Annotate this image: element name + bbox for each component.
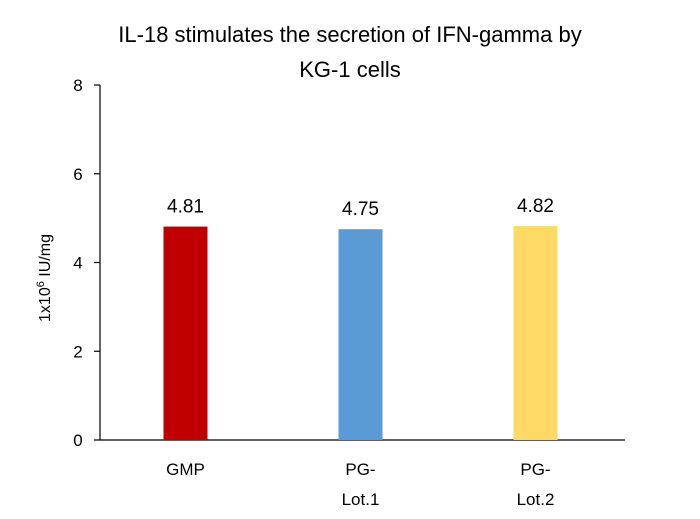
bar-pg-lot-1 [338, 229, 383, 440]
x-category-label-line: Lot.1 [342, 490, 380, 509]
data-labels: 4.81 4.75 4.82 [167, 196, 554, 220]
data-label: 4.82 [517, 196, 554, 217]
y-axis-ticks: 0 2 4 6 8 [73, 76, 100, 450]
bar-pg-lot-2 [513, 226, 558, 440]
y-tick-label: 2 [73, 342, 82, 361]
data-label: 4.75 [342, 199, 379, 220]
y-axis-label: 1x106 IU/mg [35, 234, 54, 322]
y-axis-label-base: 1x10 [37, 287, 54, 322]
x-axis-labels: GMP PG- Lot.1 PG- Lot.2 [166, 460, 554, 509]
y-tick-label: 8 [73, 76, 82, 95]
chart-title-line-2: KG-1 cells [299, 57, 400, 82]
chart-title-line-1: IL-18 stimulates the secretion of IFN-ga… [118, 22, 581, 47]
y-axis-label-text: 1x106 IU/mg [35, 234, 54, 322]
x-category-label-line: Lot.2 [517, 490, 555, 509]
bar-gmp [163, 226, 208, 440]
x-category-label-line: PG- [520, 460, 550, 479]
bars [163, 226, 558, 440]
x-category-label-line: PG- [345, 460, 375, 479]
y-tick-label: 6 [73, 165, 82, 184]
x-category-label: PG- Lot.2 [517, 460, 555, 509]
data-label: 4.81 [167, 197, 204, 218]
y-tick-label: 4 [73, 254, 82, 273]
y-axis-label-unit: IU/mg [37, 234, 54, 281]
x-category-label-line: GMP [166, 460, 205, 479]
y-tick-label: 0 [73, 431, 82, 450]
chart-title: IL-18 stimulates the secretion of IFN-ga… [118, 22, 581, 82]
y-axis-label-superscript: 6 [35, 281, 47, 287]
x-category-label: GMP [166, 460, 205, 479]
x-category-label: PG- Lot.1 [342, 460, 380, 509]
